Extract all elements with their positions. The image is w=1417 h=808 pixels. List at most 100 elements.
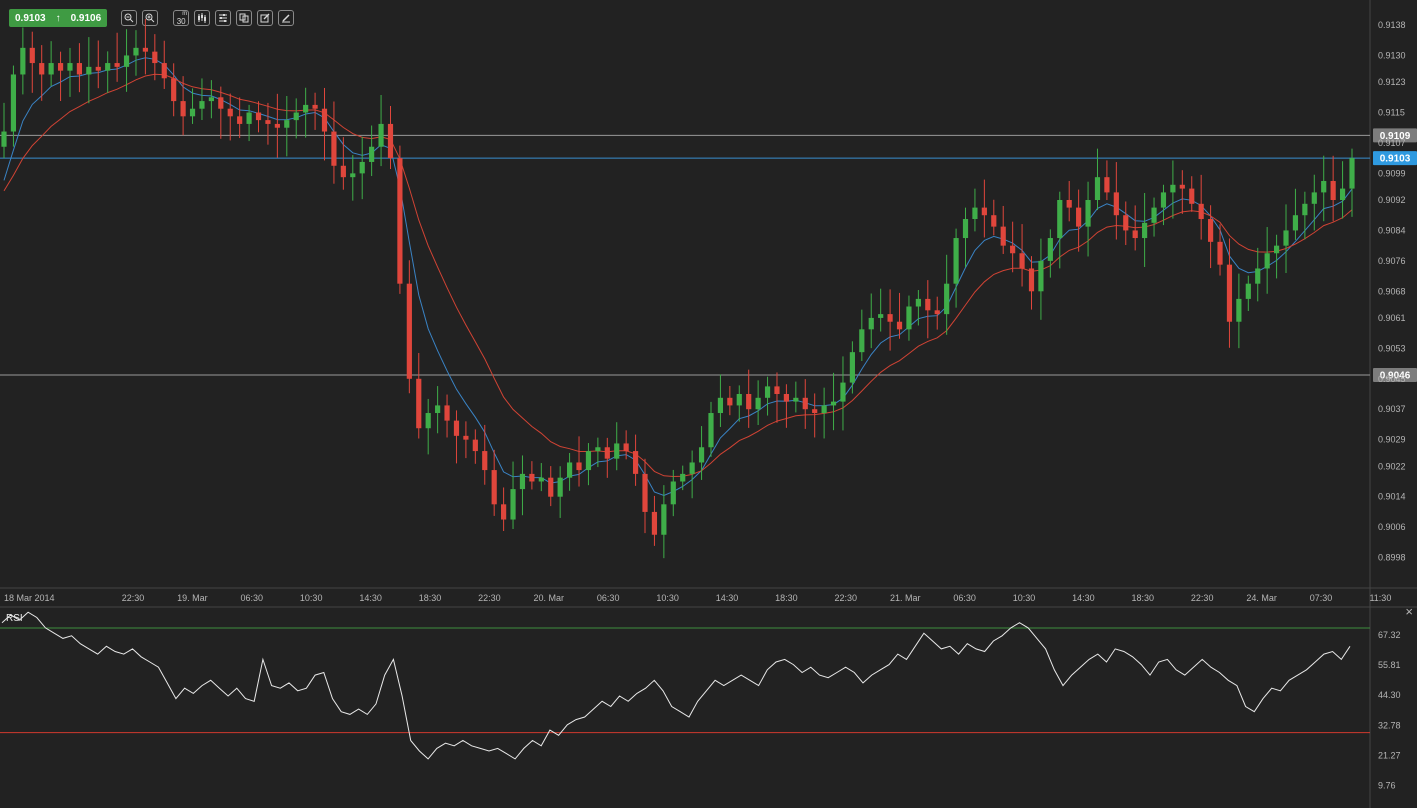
arrow-up-icon: ↑	[55, 12, 61, 24]
candle-body	[821, 405, 827, 414]
candle-body	[1028, 268, 1035, 292]
rsi-tick-label: 21.27	[1378, 751, 1401, 761]
candle-body	[284, 120, 290, 128]
candle-body	[265, 120, 271, 124]
candle-body	[406, 283, 412, 379]
candle-body	[1170, 184, 1176, 193]
price-tick-label: 0.9084	[1378, 225, 1406, 235]
zoom-in-icon[interactable]	[142, 10, 159, 26]
candle-body	[793, 397, 799, 402]
price-quote-badge[interactable]: 0.9103 ↑ 0.9106	[9, 9, 108, 27]
edit-icon[interactable]	[257, 10, 274, 26]
rsi-title: RSI	[6, 613, 23, 624]
candle-body	[133, 47, 139, 56]
candle-body	[1311, 192, 1317, 204]
close-icon[interactable]: ×	[1405, 604, 1413, 619]
duplicate-icon[interactable]	[236, 10, 253, 26]
candle-body	[962, 219, 969, 239]
candle-body	[1085, 200, 1091, 227]
zoom-out-icon[interactable]	[121, 10, 138, 26]
price-tick-label: 0.9053	[1378, 343, 1406, 353]
candle-body	[934, 310, 940, 315]
candle-body	[623, 443, 629, 452]
candle-body	[585, 451, 592, 471]
price-tick-label: 0.9022	[1378, 461, 1406, 471]
price-tick-label: 0.9029	[1378, 435, 1406, 445]
candle-body	[642, 473, 648, 512]
price-tick-label: 0.9014	[1378, 492, 1406, 502]
candle-body	[670, 481, 676, 505]
candle-body	[1094, 177, 1101, 200]
candle-body	[519, 473, 526, 490]
candle-body	[764, 386, 771, 398]
candle-body	[491, 470, 497, 505]
candle-body	[1000, 226, 1006, 246]
candle-body	[1245, 283, 1251, 299]
moving-average-slow	[3, 73, 1353, 478]
candle-body	[868, 317, 874, 330]
candle-body	[576, 462, 582, 471]
candle-body	[774, 386, 780, 394]
candle-body	[331, 131, 337, 166]
price-tick-label: 0.9115	[1378, 108, 1405, 118]
indicators-icon[interactable]	[215, 10, 232, 26]
price-level-tag	[1373, 151, 1417, 166]
price-tick-label: 0.9037	[1378, 404, 1406, 414]
time-tick-label: 18:30	[419, 593, 442, 603]
time-tick-label: 06:30	[953, 593, 976, 603]
candle-body	[378, 123, 384, 147]
time-tick-label: 14:30	[716, 593, 739, 603]
candle-body	[830, 401, 837, 406]
candle-body	[1349, 158, 1355, 189]
time-tick-label: 06:30	[241, 593, 264, 603]
moving-averages	[3, 57, 1353, 497]
candle-body	[57, 63, 64, 71]
candle-body	[482, 451, 488, 471]
timeframe-button[interactable]: m 30	[173, 10, 190, 26]
price-tick-label: 0.9076	[1378, 256, 1406, 266]
candle-body	[906, 306, 912, 330]
candle-body	[359, 161, 365, 174]
candle-body	[727, 397, 733, 406]
horizontal-levels: 0.9109 0.9103 0.9046	[0, 128, 1417, 382]
candle-body	[538, 477, 544, 482]
rsi-line	[1, 611, 1351, 760]
chart-type-icon[interactable]	[194, 10, 211, 26]
candle-body	[1302, 203, 1308, 216]
price-level-label: 0.9103	[1380, 154, 1411, 165]
candle-body	[680, 473, 686, 482]
candle-body	[1255, 268, 1261, 284]
candle-body	[925, 298, 931, 311]
candle-body	[661, 504, 667, 535]
candle-body	[1104, 177, 1110, 193]
candle-body	[227, 108, 233, 117]
candle-body	[746, 394, 752, 410]
candle-body	[896, 321, 903, 330]
candle-body	[67, 63, 73, 71]
candle-body	[1217, 241, 1223, 265]
candle-body	[1273, 245, 1280, 254]
candle-body	[849, 352, 855, 383]
candle-body	[991, 215, 997, 227]
candle-body	[812, 409, 818, 414]
time-tick-label: 14:30	[359, 593, 382, 603]
rsi-tick-label: 32.78	[1378, 720, 1401, 730]
candle-body	[189, 108, 196, 117]
time-tick-label: 14:30	[1072, 593, 1095, 603]
candle-body	[953, 238, 959, 284]
candle-body	[105, 63, 111, 71]
candle-body	[472, 439, 478, 452]
price-tick-label: 0.9123	[1378, 77, 1406, 87]
draw-icon[interactable]	[278, 10, 295, 26]
candle-body	[171, 78, 177, 102]
candle-body	[510, 489, 516, 520]
candle-body	[416, 378, 422, 429]
ask-price: 0.9106	[70, 12, 102, 24]
candle-body	[293, 112, 299, 121]
candle-body	[698, 447, 705, 463]
candle-body	[142, 47, 148, 52]
candle-body	[444, 405, 450, 421]
candle-body	[435, 405, 441, 414]
